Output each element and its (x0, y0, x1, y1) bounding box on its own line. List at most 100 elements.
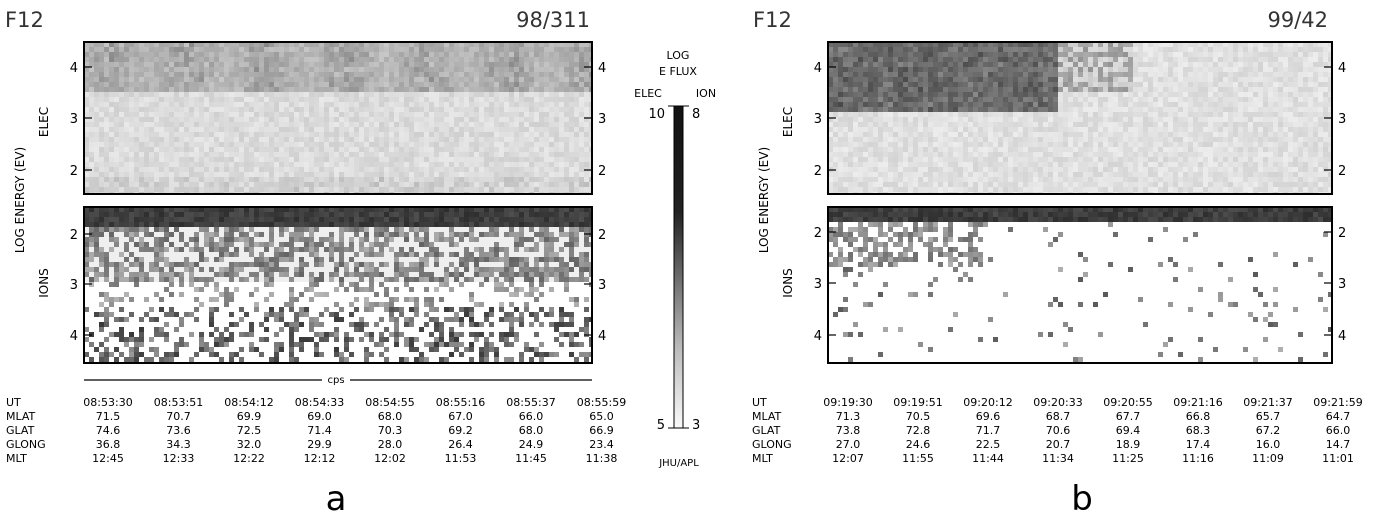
panel-a-ion-cell (164, 227, 169, 232)
panel-a-ion-cell (329, 332, 334, 337)
panel-a-elec-cell (534, 62, 539, 67)
panel-a-ion-cell (184, 312, 189, 317)
panel-a-elec-cell (169, 112, 174, 117)
panel-a-elec-cell (504, 187, 509, 192)
panel-a-elec-cell (209, 42, 214, 47)
panel-a-elec-cell (234, 62, 239, 67)
panel-a-ion-cell (439, 267, 444, 272)
panel-a-ion-cell (299, 342, 304, 347)
panel-a-elec-cell (584, 117, 589, 122)
panel-a-ion-cell (489, 332, 494, 337)
panel-a-ion-cell (304, 227, 309, 232)
panel-a-elec-cell (484, 177, 489, 182)
panel-a-elec-cell (124, 177, 129, 182)
panel-a-ion-cell (99, 312, 104, 317)
panel-a-elec-cell (509, 82, 514, 87)
panel-a-elec-cell (109, 152, 114, 157)
panel-a-ion-cell (124, 252, 129, 257)
panel-a-ion-cell (289, 242, 294, 247)
panel-a-ion-cell (124, 272, 129, 277)
panel-a-elec-cell (254, 177, 259, 182)
panel-a-elec-cell (549, 52, 554, 57)
panel-a-elec-cell (579, 137, 584, 142)
panel-a-ion-cell (239, 257, 244, 262)
panel-a-elec-cell (389, 162, 394, 167)
panel-a-elec-cell (539, 102, 544, 107)
panel-a-elec-cell (99, 182, 104, 187)
panel-a-elec-cell (139, 187, 144, 192)
panel-a-elec-cell (394, 142, 399, 147)
panel-a-elec-cell (459, 132, 464, 137)
panel-a-ion-cell (149, 307, 154, 312)
panel-a-ion-cell (349, 242, 354, 247)
panel-a-ion-cell (164, 312, 169, 317)
panel-a-ion-cell (204, 277, 209, 282)
panel-a-elec-cell (184, 132, 189, 137)
panel-a-elec-cell (149, 177, 154, 182)
panel-a-elec-cell (554, 82, 559, 87)
panel-a-ion-cell (384, 327, 389, 332)
panel-a-elec-cell (109, 107, 114, 112)
panel-a-elec-cell (459, 147, 464, 152)
panel-a-ion-cell (449, 227, 454, 232)
panel-a-elec-cell (299, 52, 304, 57)
panel-a-elec-cell (309, 92, 314, 97)
panel-a-elec-cell (449, 137, 454, 142)
panel-a-elec-cell (144, 52, 149, 57)
panel-a-elec-cell (369, 117, 374, 122)
panel-a-elec-cell (119, 177, 124, 182)
panel-a-ion-cell (174, 212, 179, 217)
panel-a-elec-cell (124, 137, 129, 142)
panel-a-elec-cell (504, 82, 509, 87)
panel-a-ion-cell (204, 342, 209, 347)
panel-a-elec-cell (324, 132, 329, 137)
panel-a-elec-cell (399, 57, 404, 62)
panel-a-ion-cell (469, 247, 474, 252)
panel-a-elec-cell (244, 187, 249, 192)
panel-a-ion-cell (509, 232, 514, 237)
panel-a-ion-cell (249, 347, 254, 352)
panel-a-elec-cell (569, 152, 574, 157)
panel-a-elec-cell (484, 77, 489, 82)
panel-a-elec-cell (509, 72, 514, 77)
panel-a-elec-cell (444, 177, 449, 182)
panel-a-elec-cell (119, 132, 124, 137)
panel-a-ion-cell (499, 207, 504, 212)
panel-a-elec-cell (299, 117, 304, 122)
panel-a-elec-cell (384, 62, 389, 67)
panel-a-ion-cell (414, 257, 419, 262)
panel-a-elec-cell (419, 67, 424, 72)
panel-a-ion-cell (299, 232, 304, 237)
panel-a-elec-cell (149, 62, 154, 67)
panel-a-elec-cell (164, 57, 169, 62)
panel-a-elec-cell (474, 162, 479, 167)
panel-a-elec-cell (279, 67, 284, 72)
panel-a-elec-cell (319, 147, 324, 152)
panel-a-elec-cell (244, 162, 249, 167)
panel-a-elec-cell (389, 102, 394, 107)
panel-a-ion-cell (114, 207, 119, 212)
panel-a-elec-cell (304, 107, 309, 112)
panel-a-ion-cell (319, 232, 324, 237)
panel-a-ion-cell (249, 327, 254, 332)
panel-a-elec-cell (404, 157, 409, 162)
panel-a-elec-cell (279, 147, 284, 152)
panel-a-elec-cell (299, 47, 304, 52)
panel-a-elec-cell (194, 187, 199, 192)
panel-a-ion-cell (209, 212, 214, 217)
panel-a-ion-cell (414, 302, 419, 307)
panel-a-elec-cell (304, 117, 309, 122)
panel-a-elec-cell (264, 107, 269, 112)
panel-a-ion-cell (164, 287, 169, 292)
panel-a-elec-cell (479, 117, 484, 122)
panel-a-ion-cell (409, 287, 414, 292)
panel-a-ion-cell (274, 242, 279, 247)
panel-a-elec-cell (219, 77, 224, 82)
panel-a-elec-cell (274, 67, 279, 72)
panel-a-ion-cell (454, 257, 459, 262)
panel-a-elec-cell (404, 47, 409, 52)
panel-a-elec-cell (199, 52, 204, 57)
panel-a-elec-cell (144, 137, 149, 142)
panel-a-elec-cell (429, 57, 434, 62)
panel-a-elec-cell (334, 107, 339, 112)
